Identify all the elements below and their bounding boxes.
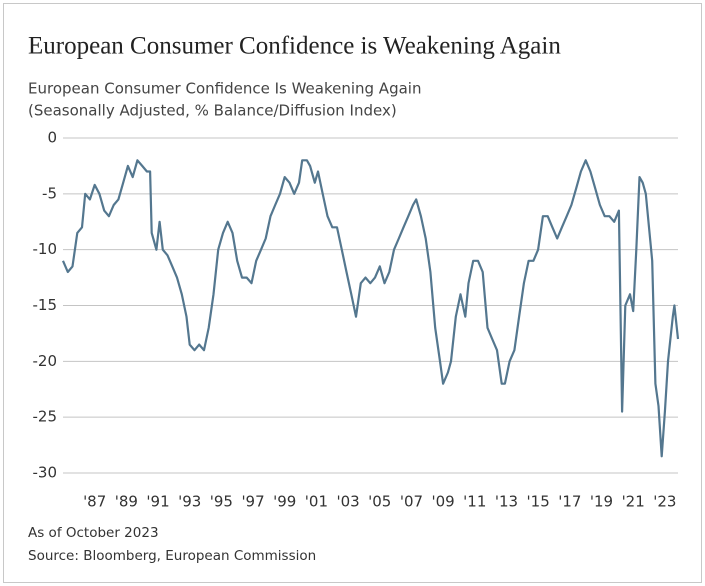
- y-tick-label: -10: [33, 240, 58, 258]
- subtitle: (Seasonally Adjusted, % Balance/Diffusio…: [28, 102, 397, 120]
- y-tick-label: -30: [33, 464, 58, 482]
- x-tick-label: '07: [400, 493, 423, 511]
- x-tick-label: '91: [146, 493, 169, 511]
- x-tick-label: '17: [558, 493, 581, 511]
- y-tick-label: -5: [42, 184, 57, 202]
- source: Source: Bloomberg, European Commission: [28, 548, 316, 564]
- y-tick-label: -25: [33, 408, 58, 426]
- x-tick-label: '89: [115, 493, 138, 511]
- subtitle: European Consumer Confidence Is Weakenin…: [28, 80, 421, 98]
- x-tick-label: '19: [590, 493, 613, 511]
- x-tick-label: '15: [527, 493, 550, 511]
- x-tick-label: '23: [653, 493, 676, 511]
- line-series: [61, 159, 680, 458]
- x-tick-label: '99: [273, 493, 296, 511]
- x-tick-label: '09: [432, 493, 455, 511]
- frame: [3, 3, 702, 583]
- y-tick-label: 0: [47, 129, 57, 147]
- x-tick-label: '11: [463, 493, 486, 511]
- x-tick-label: '01: [305, 493, 328, 511]
- y-tick-label: -20: [33, 352, 58, 370]
- note: As of October 2023: [28, 525, 159, 541]
- x-tick-label: '97: [241, 493, 264, 511]
- x-tick-label: '21: [622, 493, 645, 511]
- chart-title: European Consumer Confidence is Weakenin…: [28, 33, 561, 60]
- x-tick-label: '05: [368, 493, 391, 511]
- x-tick-label: '03: [336, 493, 359, 511]
- x-tick-label: '95: [210, 493, 233, 511]
- x-tick-label: '87: [83, 493, 106, 511]
- y-tick-label: -15: [33, 296, 58, 314]
- x-tick-label: '13: [495, 493, 518, 511]
- x-tick-label: '93: [178, 493, 201, 511]
